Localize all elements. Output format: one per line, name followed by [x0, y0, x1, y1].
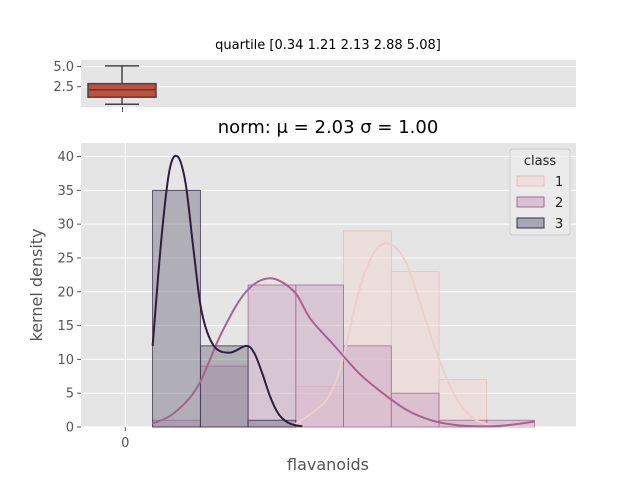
- hist-y-tick-label: 15: [57, 319, 74, 334]
- hist-y-tick-label: 0: [66, 421, 74, 436]
- hist-y-tick-label: 30: [57, 218, 74, 233]
- hist-series-3: [152, 189, 297, 428]
- legend-items: 1 2 3: [516, 175, 563, 232]
- legend-label-2: 2: [555, 196, 563, 211]
- hist-bar: [438, 379, 488, 428]
- legend-swatch-3: [516, 217, 545, 229]
- hist-bar: [199, 345, 249, 428]
- hist-y-tick-label: 40: [57, 150, 74, 165]
- hist-y-tick-label: 25: [57, 251, 74, 266]
- hist-panel: 0 5 10 15 20 25 30 35 40 0 norm: μ = 2.03 σ = 1.…: [27, 117, 576, 474]
- legend-swatch-1: [516, 175, 545, 187]
- hist-y-tick-label: 20: [57, 285, 74, 300]
- hist-y-tick-label: 5: [66, 387, 74, 402]
- box-grid: [81, 65, 576, 88]
- hist-bar: [390, 392, 440, 428]
- box-plot: [87, 65, 157, 105]
- legend-label-3: 3: [555, 217, 563, 232]
- hist-x-ticks: 0: [121, 427, 129, 451]
- x-axis-label: flavanoids: [287, 455, 369, 474]
- hist-x-tick-label: 0: [121, 436, 129, 451]
- legend-swatch-2: [516, 196, 545, 208]
- legend-title: class: [524, 154, 556, 169]
- hist-y-tick-label: 35: [57, 184, 74, 199]
- kde-curves: [151, 154, 535, 429]
- hist-bar: [152, 189, 201, 428]
- box-y-tick-label: 5.0: [53, 60, 74, 75]
- legend: class 1 2 3: [509, 148, 571, 236]
- box-panel: 2.55.0 quartile [0.34 1.21 2.13 2.88 5.0…: [53, 38, 576, 112]
- hist-title: norm: μ = 2.03 σ = 1.00: [218, 117, 439, 138]
- box-panel-background: [81, 60, 576, 107]
- box-y-ticks: 2.55.0: [53, 60, 81, 95]
- kde-line-3: [151, 154, 303, 428]
- legend-label-1: 1: [555, 175, 563, 190]
- hist-y-tick-label: 10: [57, 353, 74, 368]
- y-axis-label: kernel density: [27, 228, 46, 341]
- hist-y-ticks: 0 5 10 15 20 25 30 35 40: [57, 150, 81, 436]
- box-y-tick-label: 2.5: [53, 80, 74, 95]
- legend-box: [509, 148, 571, 236]
- hist-bar: [343, 345, 392, 428]
- box-title: quartile [0.34 1.21 2.13 2.88 5.08]: [215, 38, 441, 53]
